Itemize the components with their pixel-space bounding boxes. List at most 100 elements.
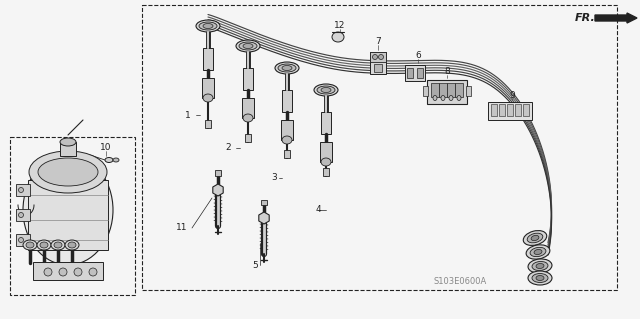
Bar <box>28 180 108 250</box>
Ellipse shape <box>457 95 461 100</box>
Bar <box>320 142 332 162</box>
Bar <box>33 262 103 280</box>
Text: 9: 9 <box>509 91 515 100</box>
Ellipse shape <box>526 245 550 259</box>
Bar <box>282 90 292 112</box>
Bar <box>202 78 214 98</box>
Ellipse shape <box>243 43 253 48</box>
Text: 1: 1 <box>185 110 191 120</box>
Bar <box>281 120 293 140</box>
Bar <box>10 137 135 295</box>
Ellipse shape <box>275 62 299 74</box>
Ellipse shape <box>199 22 217 30</box>
Ellipse shape <box>38 158 98 186</box>
Ellipse shape <box>332 32 344 42</box>
Ellipse shape <box>236 40 260 52</box>
Ellipse shape <box>60 138 76 146</box>
Polygon shape <box>259 212 269 224</box>
Ellipse shape <box>23 240 37 250</box>
Ellipse shape <box>531 235 539 241</box>
Text: 12: 12 <box>334 21 346 31</box>
Bar <box>515 104 521 116</box>
Ellipse shape <box>37 240 51 250</box>
Text: S103E0600A: S103E0600A <box>433 278 486 286</box>
Ellipse shape <box>527 233 543 243</box>
Bar <box>374 64 382 72</box>
Bar <box>417 68 423 78</box>
Bar <box>284 150 290 158</box>
Ellipse shape <box>19 188 24 192</box>
Ellipse shape <box>203 94 213 102</box>
Ellipse shape <box>278 64 296 72</box>
Ellipse shape <box>19 238 24 242</box>
Bar <box>242 98 254 118</box>
Ellipse shape <box>378 55 383 60</box>
Ellipse shape <box>44 268 52 276</box>
Bar <box>245 134 251 142</box>
Ellipse shape <box>321 158 331 166</box>
Ellipse shape <box>449 95 453 100</box>
Bar <box>215 170 221 176</box>
Bar <box>431 83 439 97</box>
Bar <box>321 112 331 134</box>
Bar <box>491 104 497 116</box>
Bar <box>405 65 425 81</box>
Ellipse shape <box>536 276 544 280</box>
Bar <box>261 200 267 205</box>
Bar <box>370 52 386 74</box>
Ellipse shape <box>433 95 437 100</box>
Ellipse shape <box>239 42 257 50</box>
Bar <box>427 80 467 104</box>
Ellipse shape <box>282 65 292 70</box>
Text: 11: 11 <box>176 224 188 233</box>
Ellipse shape <box>372 55 378 60</box>
Bar <box>205 120 211 128</box>
Ellipse shape <box>19 212 24 218</box>
Ellipse shape <box>113 158 119 162</box>
Text: 5: 5 <box>252 261 258 270</box>
Ellipse shape <box>89 268 97 276</box>
Ellipse shape <box>524 231 547 245</box>
Ellipse shape <box>534 249 542 255</box>
Text: 3: 3 <box>271 174 277 182</box>
Bar <box>523 104 529 116</box>
Text: 10: 10 <box>100 144 112 152</box>
Ellipse shape <box>321 87 331 93</box>
Ellipse shape <box>532 262 548 271</box>
Bar <box>142 5 617 290</box>
Ellipse shape <box>530 247 546 257</box>
Ellipse shape <box>196 20 220 32</box>
Ellipse shape <box>317 86 335 94</box>
Bar <box>243 68 253 90</box>
Ellipse shape <box>59 268 67 276</box>
Bar <box>499 104 505 116</box>
Bar <box>203 48 213 70</box>
Text: 8: 8 <box>444 68 450 77</box>
Ellipse shape <box>528 271 552 285</box>
Polygon shape <box>213 184 223 196</box>
Ellipse shape <box>536 263 544 269</box>
Bar <box>16 209 30 221</box>
Bar <box>466 86 471 96</box>
Bar <box>60 142 76 156</box>
Ellipse shape <box>528 259 552 273</box>
Ellipse shape <box>54 242 62 248</box>
Ellipse shape <box>203 24 213 28</box>
Ellipse shape <box>68 242 76 248</box>
Bar <box>507 104 513 116</box>
Bar <box>439 83 447 97</box>
Bar <box>323 168 329 176</box>
Ellipse shape <box>105 158 113 162</box>
Text: 7: 7 <box>375 38 381 47</box>
Ellipse shape <box>40 242 48 248</box>
Bar <box>455 83 463 97</box>
FancyArrow shape <box>595 13 637 23</box>
Ellipse shape <box>29 151 107 193</box>
Bar <box>16 184 30 196</box>
Text: FR.: FR. <box>575 13 596 23</box>
Ellipse shape <box>23 155 113 265</box>
Bar <box>488 102 532 120</box>
Ellipse shape <box>51 240 65 250</box>
Ellipse shape <box>282 136 292 144</box>
Ellipse shape <box>532 273 548 283</box>
